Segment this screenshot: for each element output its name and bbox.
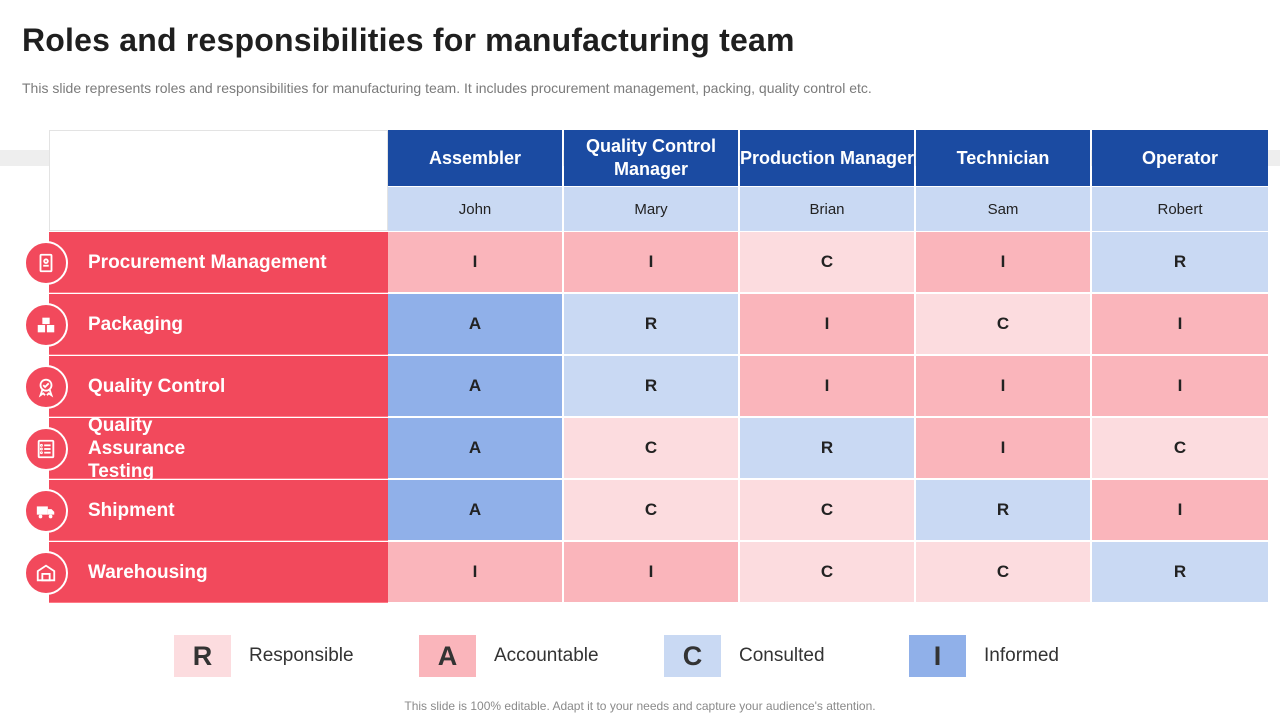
legend-label: Responsible	[249, 645, 354, 666]
raci-cell: I	[388, 232, 563, 293]
raci-cell: I	[388, 542, 563, 603]
person-name: John	[388, 187, 563, 231]
legend-letter: A	[419, 635, 476, 677]
raci-cell: R	[1092, 542, 1268, 603]
matrix-corner	[49, 130, 388, 231]
person-name: Mary	[564, 187, 739, 231]
legend-label: Accountable	[494, 645, 599, 666]
raci-cell: C	[740, 232, 915, 293]
raci-cell: R	[564, 294, 739, 355]
raci-cell: I	[916, 232, 1091, 293]
page-subtitle: This slide represents roles and responsi…	[22, 80, 872, 96]
raci-cell: I	[740, 294, 915, 355]
raci-cell: R	[916, 480, 1091, 541]
role-header: Technician	[916, 130, 1091, 186]
warehouse-icon	[24, 551, 68, 595]
raci-cell: C	[564, 480, 739, 541]
legend-letter: R	[174, 635, 231, 677]
legend-letter: C	[664, 635, 721, 677]
task-label: Shipment	[49, 480, 388, 541]
raci-cell: I	[564, 542, 739, 603]
task-label: Procurement Management	[49, 232, 388, 293]
raci-cell: I	[916, 356, 1091, 417]
raci-cell: I	[1092, 356, 1268, 417]
truck-icon	[24, 489, 68, 533]
raci-cell: R	[1092, 232, 1268, 293]
task-label: Quality Assurance Testing	[49, 415, 388, 482]
legend-letter: I	[909, 635, 966, 677]
raci-cell: C	[740, 480, 915, 541]
task-label: Quality Control	[49, 356, 388, 417]
raci-cell: A	[388, 480, 563, 541]
raci-cell: C	[1092, 418, 1268, 479]
boxes-icon	[24, 303, 68, 347]
role-header: Production Manager	[740, 130, 915, 186]
raci-cell: A	[388, 356, 563, 417]
raci-cell: I	[1092, 480, 1268, 541]
person-name: Robert	[1092, 187, 1268, 231]
legend-label: Consulted	[739, 645, 825, 666]
legend-informed: I Informed	[909, 635, 1059, 677]
role-header: Quality Control Manager	[564, 130, 739, 186]
raci-cell: A	[388, 418, 563, 479]
raci-cell: I	[740, 356, 915, 417]
raci-cell: C	[740, 542, 915, 603]
role-header: Assembler	[388, 130, 563, 186]
raci-cell: C	[564, 418, 739, 479]
person-name: Brian	[740, 187, 915, 231]
raci-cell: R	[740, 418, 915, 479]
role-header: Operator	[1092, 130, 1268, 186]
page-title: Roles and responsibilities for manufactu…	[22, 22, 795, 58]
raci-matrix: Assembler Quality Control Manager Produc…	[49, 130, 1268, 603]
raci-cell: A	[388, 294, 563, 355]
person-name: Sam	[916, 187, 1091, 231]
footer-note: This slide is 100% editable. Adapt it to…	[404, 699, 876, 713]
raci-cell: I	[1092, 294, 1268, 355]
legend-consulted: C Consulted	[664, 635, 825, 677]
raci-cell: I	[564, 232, 739, 293]
procurement-icon	[24, 241, 68, 285]
task-label: Packaging	[49, 294, 388, 355]
badge-icon	[24, 365, 68, 409]
task-label: Warehousing	[49, 542, 388, 603]
raci-cell: I	[916, 418, 1091, 479]
raci-cell: R	[564, 356, 739, 417]
checklist-icon	[24, 427, 68, 471]
legend-accountable: A Accountable	[419, 635, 599, 677]
raci-cell: C	[916, 294, 1091, 355]
legend-responsible: R Responsible	[174, 635, 354, 677]
legend-label: Informed	[984, 645, 1059, 666]
raci-cell: C	[916, 542, 1091, 603]
